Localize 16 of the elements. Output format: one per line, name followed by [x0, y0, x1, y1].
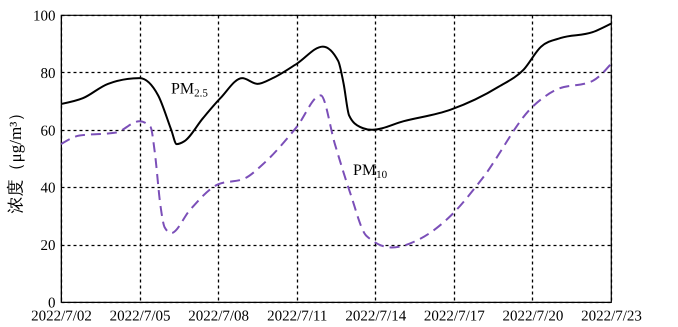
y-tick-label: 100 [33, 8, 56, 24]
y-axis-title: 浓度（μg/m³） [6, 104, 25, 214]
x-tick-label: 2022/7/14 [345, 308, 407, 324]
y-tick-label: 20 [40, 238, 56, 254]
y-tick-label: 40 [40, 180, 56, 197]
x-tick-label: 2022/7/23 [581, 308, 642, 324]
x-tick-label: 2022/7/02 [31, 308, 92, 324]
y-tick-label: 60 [40, 123, 56, 140]
line-series [61, 62, 611, 248]
x-tick-label: 2022/7/17 [424, 308, 486, 324]
x-tick-label: 2022/7/11 [267, 308, 328, 324]
x-tick-label: 2022/7/20 [502, 308, 564, 324]
y-tick-label: 80 [40, 66, 56, 82]
x-tick-label: 2022/7/05 [110, 308, 170, 324]
y-tick-label: 0 [48, 296, 56, 312]
x-tick-label: 2022/7/08 [188, 308, 250, 324]
